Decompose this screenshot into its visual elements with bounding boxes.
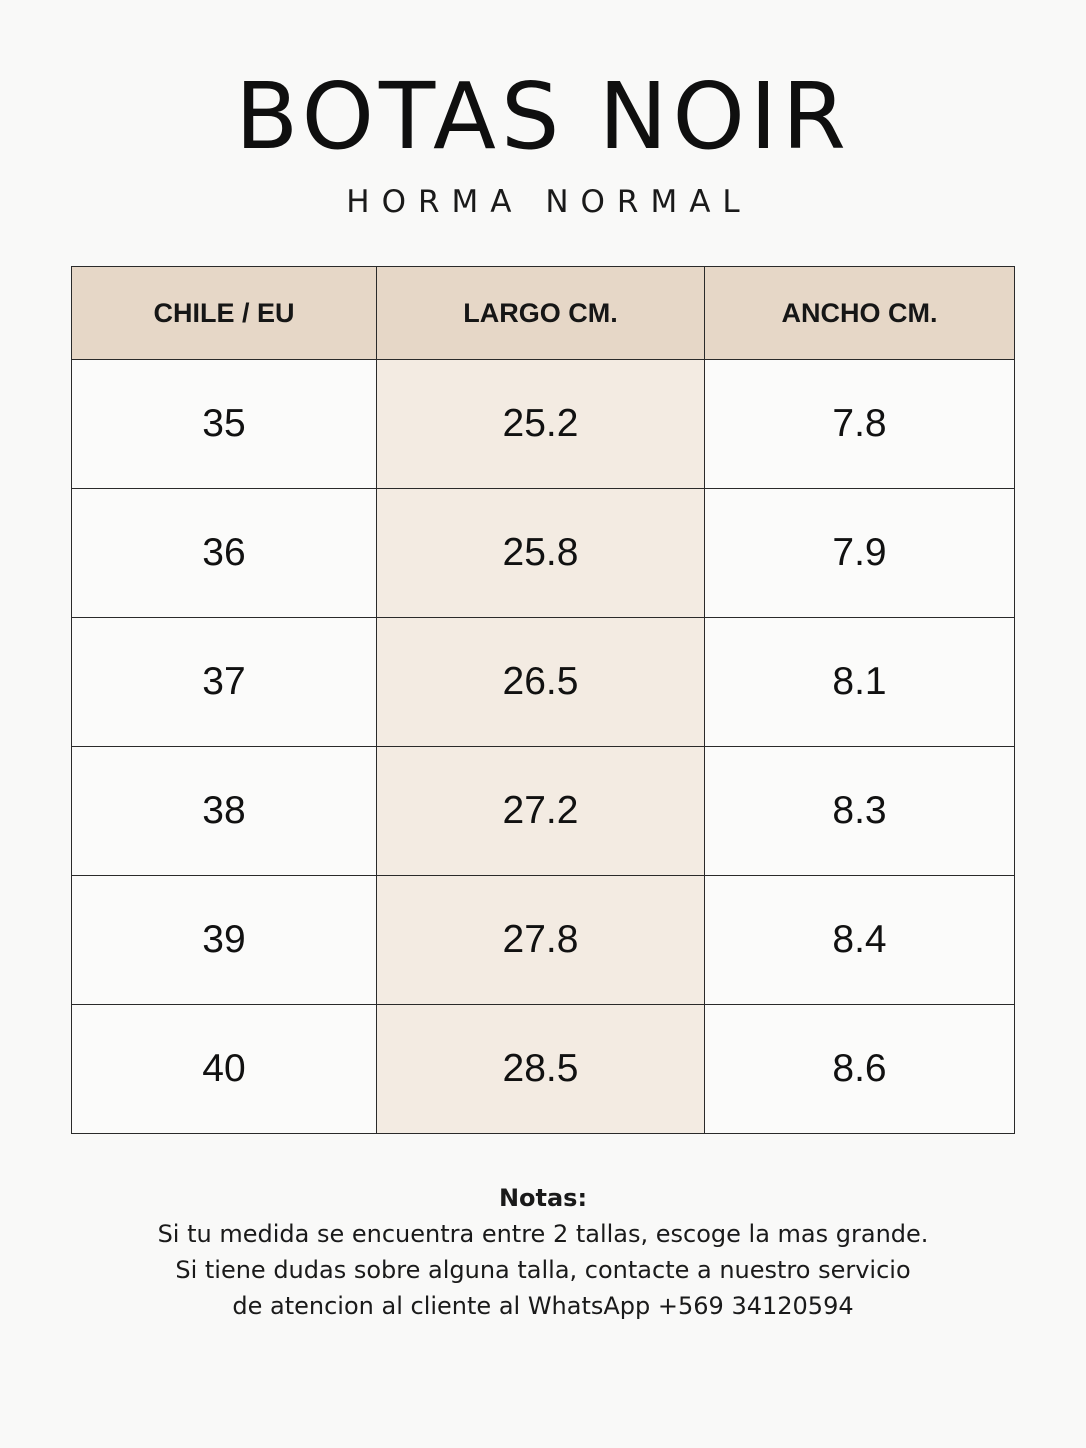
ancho-cell: 8.6 (704, 1004, 1015, 1134)
page-title: BOTAS NOIR (235, 63, 851, 170)
table-row: 39 27.8 8.4 (71, 875, 1015, 1005)
largo-cell: 27.2 (376, 746, 705, 876)
notes-line: de atencion al cliente al WhatsApp +569 … (232, 1292, 854, 1320)
size-cell: 35 (71, 359, 377, 489)
largo-cell: 27.8 (376, 875, 705, 1005)
largo-cell: 25.2 (376, 359, 705, 489)
ancho-cell: 7.8 (704, 359, 1015, 489)
size-cell: 40 (71, 1004, 377, 1134)
column-header-ancho: ANCHO CM. (704, 266, 1015, 360)
page-subtitle: HORMA NORMAL (346, 184, 752, 220)
largo-cell: 28.5 (376, 1004, 705, 1134)
column-header-chile-eu: CHILE / EU (71, 266, 377, 360)
table-row: 40 28.5 8.6 (71, 1004, 1015, 1134)
ancho-cell: 8.1 (704, 617, 1015, 747)
notes-title: Notas: (498, 1184, 588, 1212)
notes-line: Si tiene dudas sobre alguna talla, conta… (175, 1256, 911, 1284)
largo-cell: 26.5 (376, 617, 705, 747)
notes-line: Si tu medida se encuentra entre 2 tallas… (157, 1220, 929, 1248)
table-header-row: CHILE / EU LARGO CM. ANCHO CM. (71, 266, 1015, 360)
table-row: 35 25.2 7.8 (71, 359, 1015, 489)
size-chart-table: CHILE / EU LARGO CM. ANCHO CM. 35 25.2 7… (71, 266, 1015, 1134)
table-row: 38 27.2 8.3 (71, 746, 1015, 876)
ancho-cell: 7.9 (704, 488, 1015, 618)
ancho-cell: 8.3 (704, 746, 1015, 876)
ancho-cell: 8.4 (704, 875, 1015, 1005)
size-cell: 37 (71, 617, 377, 747)
size-cell: 38 (71, 746, 377, 876)
largo-cell: 25.8 (376, 488, 705, 618)
table-row: 36 25.8 7.9 (71, 488, 1015, 618)
size-cell: 39 (71, 875, 377, 1005)
table-row: 37 26.5 8.1 (71, 617, 1015, 747)
column-header-largo: LARGO CM. (376, 266, 705, 360)
notes-section: Notas: Si tu medida se encuentra entre 2… (0, 1180, 1086, 1324)
size-cell: 36 (71, 488, 377, 618)
